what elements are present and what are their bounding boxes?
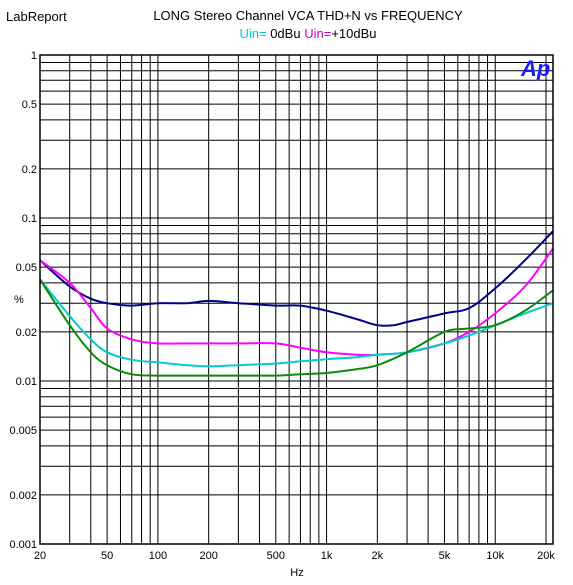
legend-value-0dbu: 0dBu: [267, 26, 301, 41]
x-axis-label: Hz: [290, 567, 303, 579]
y-tick-label: 0.001: [9, 539, 37, 551]
app-label: LabReport: [6, 9, 67, 24]
chart-title: LONG Stereo Channel VCA THD+N vs FREQUEN…: [153, 8, 463, 23]
ap-logo: Ap: [520, 56, 550, 81]
x-tick-label: 1k: [321, 550, 333, 562]
series-line-0: [39, 230, 554, 327]
x-tick-label: 200: [199, 550, 217, 562]
legend: Uin= 0dBu Uin=+10dBu: [239, 26, 376, 41]
y-tick-label: 0.002: [9, 490, 37, 502]
series-line-2: [39, 278, 554, 368]
y-tick-labels: 1 0.5 0.2 0.1 0.05 0.02 0.01 0.005 0.002 0.001: [9, 50, 37, 551]
y-axis-label: %: [14, 294, 24, 306]
legend-label-10dbu: Uin=: [304, 26, 331, 41]
legend-label-0dbu: Uin=: [239, 26, 266, 41]
x-tick-label: 10k: [486, 550, 504, 562]
y-tick-label: 0.05: [16, 262, 37, 274]
x-tick-labels: 20 50 100 200 500 1k 2k 5k 10k 20k: [34, 550, 556, 562]
y-tick-label: 0.1: [22, 213, 37, 225]
x-tick-label: 50: [101, 550, 113, 562]
series-line-3: [39, 278, 554, 377]
x-tick-label: 500: [267, 550, 285, 562]
y-tick-label: 0.5: [22, 99, 37, 111]
x-tick-label: 20: [34, 550, 46, 562]
x-tick-label: 20k: [537, 550, 555, 562]
y-tick-label: 1: [31, 50, 37, 62]
y-tick-label: 0.2: [22, 164, 37, 176]
y-tick-label: 0.02: [16, 327, 37, 339]
y-tick-label: 0.005: [9, 425, 37, 437]
x-tick-label: 5k: [439, 550, 451, 562]
x-tick-label: 100: [149, 550, 167, 562]
series-layer: [39, 230, 554, 377]
grid: [39, 54, 553, 545]
series-line-1: [39, 247, 554, 356]
plot-frame: [39, 54, 554, 545]
y-tick-label: 0.01: [16, 376, 37, 388]
legend-value-10dbu: +10dBu: [331, 26, 376, 41]
x-tick-label: 2k: [372, 550, 384, 562]
